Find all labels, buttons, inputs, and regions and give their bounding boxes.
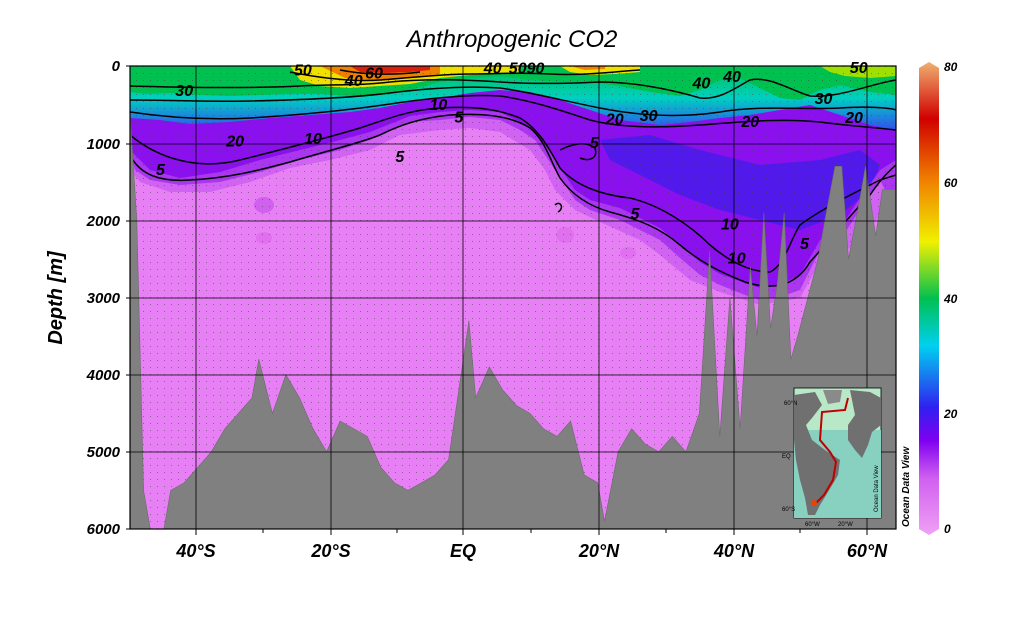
contour-5 [130,113,896,287]
contour-50 [289,69,641,82]
inset-credit: Ocean Data View [874,465,880,512]
contour-5-spot [554,202,563,213]
contour-label-15: 5 [631,206,641,223]
inset-station-marker [811,500,817,506]
xtick-20s: 20°S [310,541,350,561]
inset-lat-60n: 60°N [784,401,797,407]
inset-europe-africa [848,390,881,458]
contour-label-5: 5 [454,109,464,126]
contour-label-14: 5 [590,135,600,152]
inset-lon-60w: 60°W [805,522,820,528]
inset-americas [794,392,840,515]
ytick-1000: 1000 [87,136,121,153]
contour-40 [130,78,896,99]
contour-label-21: 50 [850,60,868,77]
cb-tick-40: 40 [943,292,958,306]
contour-label-10: 40 [483,61,502,78]
contour-20 [130,94,896,131]
contour-label-2: 20 [225,133,244,150]
contour-label-9: 60 [365,65,383,82]
inset-cruise-track [813,397,849,506]
contour-lines [130,69,896,287]
contour-5-mid [559,143,597,161]
contour-label-24: 5 [800,236,810,253]
contour-label-7: 50 [294,62,312,79]
contour-label-18: 20 [740,114,759,131]
seafloor-bathymetry [130,112,896,529]
contour-label-17: 40 [722,69,741,86]
contour-label-11: 5090 [509,61,545,78]
xtick-60n: 60°N [847,541,888,561]
inset-map: 60°N EQ 60°S 60°W 20°W Ocean Data View [782,387,882,528]
contour-label-19: 30 [815,91,833,108]
xtick-eq: EQ [450,541,476,561]
contour-label-1: 5 [156,162,166,179]
ytick-2000: 2000 [86,213,121,230]
ytick-0: 0 [112,58,121,75]
contour-label-0: 5 [395,149,405,166]
contour-label-4: 10 [430,97,448,114]
watermark-odv: Ocean Data View [901,446,912,527]
inset-lat-eq: EQ [782,454,791,460]
inset-lon-20w: 20°W [838,522,853,528]
contour-label-23: 10 [728,251,746,268]
y-axis-label: Depth [m] [45,250,67,345]
colorbar: 80 60 40 20 0 [919,60,958,536]
cb-tick-60: 60 [944,176,958,190]
colorbar-gradient [919,62,939,535]
ytick-6000: 6000 [87,521,121,538]
contour-30 [130,86,896,117]
ytick-5000: 5000 [87,444,121,461]
contour-label-3: 10 [304,131,322,148]
contour-label-6: 30 [175,83,193,100]
cb-tick-20: 20 [943,407,958,421]
xtick-40s: 40°S [175,541,215,561]
inset-greenland [823,390,842,404]
contour-label-16: 40 [692,75,711,92]
ytick-4000: 4000 [86,367,121,384]
cb-tick-0: 0 [944,522,951,536]
contour-label-22: 10 [721,217,739,234]
ytick-3000: 3000 [87,290,121,307]
inset-lat-60s: 60°S [782,507,795,513]
contour-label-8: 40 [344,73,363,90]
contour-60 [339,69,421,75]
xtick-20n: 20°N [578,541,620,561]
contour-label-20: 20 [844,110,863,127]
axis-tick-marks [126,65,868,535]
contour-label-12: 20 [605,112,624,129]
contour-label-13: 30 [640,108,658,125]
xtick-40n: 40°N [713,541,755,561]
chart-title: Anthropogenic CO2 [405,26,618,53]
cb-tick-80: 80 [944,60,958,74]
